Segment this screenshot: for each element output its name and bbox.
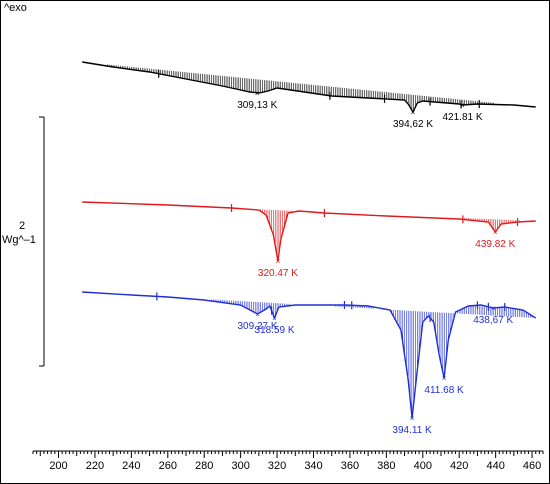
x-tick-label: 240 bbox=[122, 460, 140, 472]
peak-marker: × bbox=[410, 414, 415, 423]
series-1: × 309,13 K × 394,62 K × 421.81 K bbox=[82, 61, 536, 130]
peak-marker: × bbox=[491, 304, 496, 313]
series-line bbox=[82, 61, 536, 114]
peak-label: 421.81 K bbox=[442, 112, 482, 123]
scale-bar-unit: Wg^–1 bbox=[2, 234, 36, 246]
x-tick-label: 440 bbox=[486, 460, 504, 472]
x-tick-label: 460 bbox=[523, 460, 541, 472]
peak-label: 309.27 K bbox=[238, 321, 278, 332]
series-2: × 320.47 K × 439.82 K bbox=[82, 201, 536, 279]
series-line bbox=[82, 201, 536, 262]
x-tick-label: 300 bbox=[231, 460, 249, 472]
x-tick-label: 260 bbox=[159, 460, 177, 472]
peak-marker: × bbox=[411, 108, 416, 117]
x-tick-label: 280 bbox=[195, 460, 213, 472]
x-tick-label: 220 bbox=[86, 460, 104, 472]
x-tick-label: 320 bbox=[268, 460, 286, 472]
series-3: ×309.27 K×318.59 K×394.11 K×411.68 K×438… bbox=[82, 291, 537, 436]
peak-label: 394.11 K bbox=[392, 425, 432, 436]
peak-label: 309,13 K bbox=[237, 100, 277, 111]
x-axis-ticks: 200 220 240 260 280 300 320 340 360 380 400 420 440 4… bbox=[32, 451, 544, 472]
peak-marker: × bbox=[493, 228, 498, 237]
peak-label: 320.47 K bbox=[258, 268, 298, 279]
x-tick-label: 380 bbox=[377, 460, 395, 472]
peak-marker: × bbox=[272, 314, 277, 323]
peak-marker: × bbox=[255, 89, 260, 98]
series-line bbox=[82, 291, 537, 419]
peak-marker: × bbox=[276, 257, 281, 266]
peak-marker: × bbox=[255, 310, 260, 319]
x-tick-label: 360 bbox=[341, 460, 359, 472]
x-tick-label: 340 bbox=[304, 460, 322, 472]
x-tick-label: 400 bbox=[414, 460, 432, 472]
exo-direction-label: ^exo bbox=[4, 2, 27, 14]
peak-marker: × bbox=[442, 374, 447, 383]
peak-label: 318.59 K bbox=[254, 325, 294, 336]
scale-bar-value: 2 bbox=[19, 220, 26, 232]
peak-marker: × bbox=[460, 101, 465, 110]
peak-label: 439.82 K bbox=[475, 239, 515, 250]
x-tick-label: 420 bbox=[450, 460, 468, 472]
x-tick-label: 200 bbox=[49, 460, 67, 472]
peak-label: 394,62 K bbox=[393, 119, 433, 130]
series-layer: × 309,13 K × 394,62 K × 421.81 K × 320.47 K × 439… bbox=[82, 61, 537, 436]
peak-label: 438,67 K bbox=[473, 315, 513, 326]
peak-label: 411.68 K bbox=[424, 385, 464, 396]
